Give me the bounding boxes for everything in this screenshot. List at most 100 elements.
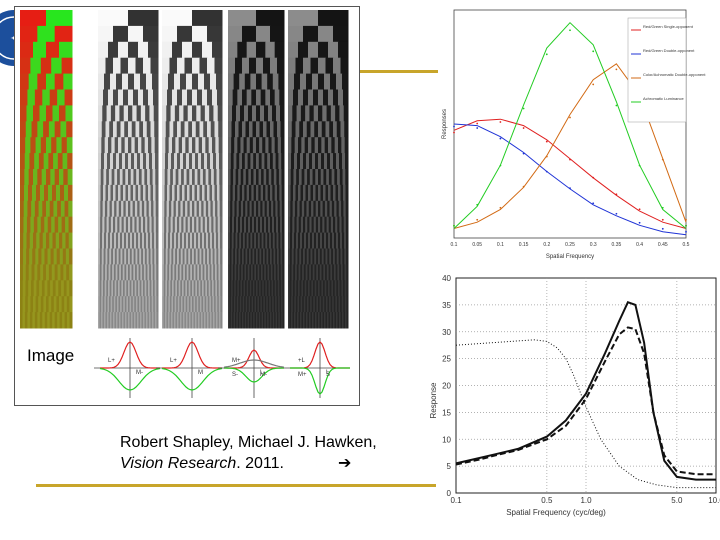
- rg-grating-cell: [25, 121, 33, 138]
- gray-grating-cell: [299, 200, 303, 218]
- gray-grating-cell: [268, 169, 272, 186]
- gray-grating-cell: [141, 248, 144, 265]
- gray-grating-cell: [120, 312, 123, 329]
- gray-grating-cell: [185, 280, 188, 297]
- gray-grating-cell: [311, 280, 314, 297]
- gray-grating-cell: [256, 296, 258, 313]
- rg-grating-cell: [63, 280, 68, 297]
- gray-grating-cell: [308, 184, 311, 202]
- next-arrow-icon[interactable]: ➔: [337, 453, 352, 472]
- gray-grating-cell: [308, 280, 311, 297]
- gray-grating-cell: [183, 216, 187, 234]
- gray-grating-cell: [276, 296, 279, 313]
- gray-grating-cell: [202, 169, 207, 186]
- gray-grating-cell: [113, 153, 117, 170]
- gray-grating-cell: [182, 41, 193, 59]
- gray-grating-cell: [187, 89, 193, 106]
- gray-grating-cell: [272, 216, 275, 234]
- gray-grating-cell: [140, 73, 147, 90]
- rg-grating-cell: [20, 10, 47, 27]
- gray-grating-cell: [106, 280, 109, 297]
- gray-grating-cell: [148, 296, 151, 313]
- gray-grating-cell: [266, 200, 270, 218]
- gray-grating-cell: [299, 296, 302, 313]
- gray-grating-cell: [273, 296, 276, 313]
- gray-grating-cell: [112, 232, 115, 249]
- gray-grating-cell: [109, 280, 112, 297]
- gray-grating-cell: [192, 296, 195, 313]
- gray-grating-cell: [230, 153, 235, 170]
- gray-grating-cell: [324, 280, 327, 297]
- gray-grating-cell: [165, 280, 168, 297]
- gray-grating-cell: [113, 312, 115, 329]
- gray-grating-cell: [263, 121, 267, 138]
- gray-grating-cell: [216, 153, 220, 170]
- gray-grating-cell: [131, 248, 135, 265]
- gray-grating-cell: [152, 169, 156, 186]
- gray-grating-cell: [168, 73, 175, 90]
- gray-grating-cell: [218, 264, 221, 281]
- gray-grating-cell: [145, 296, 148, 313]
- gray-grating-cell: [195, 121, 200, 138]
- rg-grating-cell: [20, 312, 23, 329]
- rg-grating-cell: [47, 248, 52, 265]
- data-point: [615, 193, 618, 196]
- gray-grating-cell: [328, 169, 333, 186]
- gray-grating-cell: [330, 73, 337, 90]
- gray-grating-cell: [210, 232, 213, 249]
- gray-grating-cell: [138, 41, 149, 59]
- gray-grating-cell: [241, 232, 244, 249]
- gray-grating-cell: [200, 232, 203, 249]
- gray-grating-cell: [247, 248, 250, 265]
- gray-grating-cell: [340, 312, 343, 329]
- series-line-dashed: [455, 326, 716, 476]
- data-point: [522, 107, 525, 110]
- rg-grating-cell: [57, 153, 64, 170]
- gray-grating-cell: [179, 296, 182, 313]
- gray-grating-cell: [290, 184, 294, 202]
- gray-grating-cell: [259, 137, 263, 154]
- gray-grating-cell: [202, 312, 205, 329]
- gray-grating-cell: [133, 89, 139, 106]
- gray-grating-cell: [260, 296, 263, 313]
- gray-grating-cell: [122, 248, 125, 265]
- gray-grating-cell: [238, 296, 241, 313]
- gray-grating-cell: [309, 280, 312, 297]
- gray-grating-cell: [139, 121, 144, 138]
- gray-grating-cell: [269, 264, 272, 281]
- gray-grating-cell: [153, 216, 157, 234]
- gray-grating-cell: [335, 184, 339, 202]
- gray-grating-cell: [140, 105, 146, 122]
- data-point: [499, 137, 502, 140]
- gray-grating-cell: [260, 89, 266, 106]
- gray-grating-cell: [344, 280, 347, 297]
- gray-grating-cell: [292, 232, 295, 249]
- gray-grating-cell: [208, 137, 213, 154]
- gray-grating-cell: [142, 264, 145, 281]
- gray-grating-cell: [110, 73, 117, 90]
- gray-grating-cell: [303, 153, 307, 170]
- gray-grating-cell: [155, 153, 159, 170]
- gray-grating-cell: [162, 312, 164, 329]
- gray-grating-cell: [113, 280, 116, 297]
- gray-grating-cell: [266, 216, 269, 234]
- gray-grating-cell: [328, 89, 334, 106]
- gray-grating-cell: [197, 264, 200, 281]
- gray-grating-cell: [181, 216, 184, 234]
- rg-grating-cell: [53, 200, 58, 218]
- gray-grating-cell: [118, 89, 124, 106]
- data-point: [545, 155, 548, 158]
- rg-grating-cell: [26, 232, 31, 249]
- gray-grating-cell: [281, 296, 284, 313]
- gray-grating-cell: [231, 248, 234, 265]
- gray-grating-cell: [343, 216, 347, 234]
- gray-grating-cell: [236, 200, 240, 218]
- gray-grating-cell: [178, 248, 182, 265]
- gray-grating-cell: [208, 169, 212, 186]
- gray-grating-cell: [264, 105, 269, 122]
- gray-grating-cell: [195, 153, 199, 170]
- gray-grating-cell: [116, 73, 123, 90]
- gray-grating-cell: [98, 216, 101, 234]
- gray-grating-cell: [277, 248, 280, 265]
- gray-grating-cell: [134, 232, 137, 249]
